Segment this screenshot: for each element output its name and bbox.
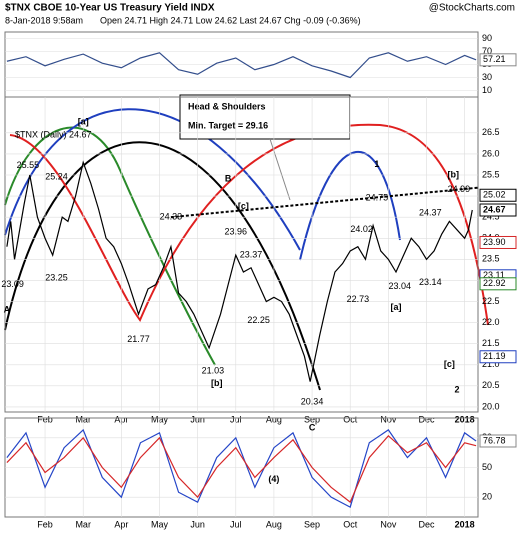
y-tick-label: 22.5 xyxy=(482,296,500,306)
x-tick-label: Dec xyxy=(418,519,435,529)
annotation: 23.25 xyxy=(45,273,68,283)
annotation: [b] xyxy=(211,378,223,388)
arc xyxy=(4,108,301,251)
y-tick-label: 25.5 xyxy=(482,169,500,179)
x-tick-label: Apr xyxy=(114,519,128,529)
y-tick-label: 21.0 xyxy=(482,359,500,369)
x-tick-label: Mar xyxy=(75,519,91,529)
callout: Head & Shoulders Min. Target = 29.16 xyxy=(179,94,351,201)
annotation: 23.09 xyxy=(1,279,24,289)
callout-pointer xyxy=(269,138,291,201)
x-tick-label: Jul xyxy=(230,519,242,529)
x-tick-label: May xyxy=(151,519,169,529)
y-tick-label: 23.5 xyxy=(482,254,500,264)
series-line xyxy=(6,434,477,504)
annotation: [c] xyxy=(444,359,455,369)
annotation: 20.34 xyxy=(301,396,324,406)
y-tick-label: 20.0 xyxy=(482,401,500,411)
arc xyxy=(4,126,216,366)
price-label: 22.92 xyxy=(483,278,506,288)
annotation: 22.25 xyxy=(247,315,270,325)
y-tick-label: 20 xyxy=(482,492,492,502)
arc xyxy=(9,123,489,326)
last-value-box xyxy=(479,434,517,448)
x-tick-label: 2018 xyxy=(455,519,475,529)
y-tick-label: 50 xyxy=(482,462,492,472)
annotation: 23.37 xyxy=(240,250,263,260)
date: 8-Jan-2018 9:58am xyxy=(5,15,83,25)
annotation: [a] xyxy=(78,117,89,127)
x-tick-label: Oct xyxy=(343,519,358,529)
y-tick-label: 70 xyxy=(482,46,492,56)
x-tick-label: Aug xyxy=(266,519,282,529)
series-line xyxy=(6,160,473,382)
annotation: (4) xyxy=(268,474,279,484)
annotation: 24.37 xyxy=(419,207,442,217)
panel xyxy=(4,96,479,413)
annotation: 1 xyxy=(374,159,379,169)
source: @StockCharts.com xyxy=(429,3,515,14)
annotation: 24.99 xyxy=(448,184,471,194)
annotation: 25.24 xyxy=(45,171,68,181)
annotation: 23.14 xyxy=(419,277,442,287)
last-value-box xyxy=(479,53,517,67)
price-label-box xyxy=(479,203,517,217)
legend: $TNX (Daily) 24.67 xyxy=(15,129,92,139)
price-label: 23.90 xyxy=(483,237,506,247)
cycle-arcs xyxy=(4,108,489,391)
title: $TNX CBOE 10-Year US Treasury Yield INDX xyxy=(5,3,215,14)
x-tick-label: Nov xyxy=(380,519,397,529)
y-tick-label: 26.0 xyxy=(482,148,500,158)
quote: Open 24.71 High 24.71 Low 24.62 Last 24.… xyxy=(100,15,361,25)
annotation: 24.33 xyxy=(160,212,183,222)
x-tick-label: Jun xyxy=(190,519,205,529)
annotation: C xyxy=(309,422,316,432)
annotation: B xyxy=(225,174,232,184)
price-label: 24.67 xyxy=(483,204,506,214)
x-tick-label: Feb xyxy=(37,519,53,529)
price-label-box xyxy=(479,235,517,249)
annotation: [a] xyxy=(390,302,401,312)
annotation: 23.04 xyxy=(389,281,412,291)
series-line xyxy=(170,186,479,219)
y-tick-label: 90 xyxy=(482,33,492,43)
arc xyxy=(299,151,401,261)
price-label: 23.11 xyxy=(483,270,505,280)
annotation: 25.55 xyxy=(17,160,40,170)
annotation: 24.75 xyxy=(366,193,389,203)
price-label-box xyxy=(479,277,517,291)
annotation: 2 xyxy=(455,384,460,394)
y-tick-label: 26.5 xyxy=(482,127,500,137)
price-label: 21.19 xyxy=(483,351,506,361)
annotation: 24.02 xyxy=(350,224,373,234)
callout-box xyxy=(179,94,351,140)
y-tick-label: 24.5 xyxy=(482,212,500,222)
series-line xyxy=(6,52,477,79)
y-tick-label: 20.5 xyxy=(482,380,500,390)
annotation: 21.03 xyxy=(202,365,225,375)
annotation: [b] xyxy=(447,169,459,179)
price-label-box xyxy=(479,188,517,202)
annotation: 22.73 xyxy=(347,294,370,304)
annotation: [c] xyxy=(238,201,249,211)
callout-text: Head & Shoulders xyxy=(188,101,266,111)
last-value-label: 57.21 xyxy=(483,54,506,64)
y-tick-label: 30 xyxy=(482,72,492,82)
y-tick-label: 22.0 xyxy=(482,317,500,327)
price-label: 25.02 xyxy=(483,190,506,200)
x-tick-label: Sep xyxy=(304,519,320,529)
annotation: 23.96 xyxy=(225,226,248,236)
y-tick-label: 10 xyxy=(482,85,492,95)
annotation: 21.77 xyxy=(127,334,150,344)
last-value-label: 76.78 xyxy=(483,435,506,445)
annotation: A xyxy=(4,304,11,314)
y-tick-label: 21.5 xyxy=(482,338,500,348)
callout-text: Min. Target = 29.16 xyxy=(188,120,268,130)
price-label-box xyxy=(479,350,517,364)
